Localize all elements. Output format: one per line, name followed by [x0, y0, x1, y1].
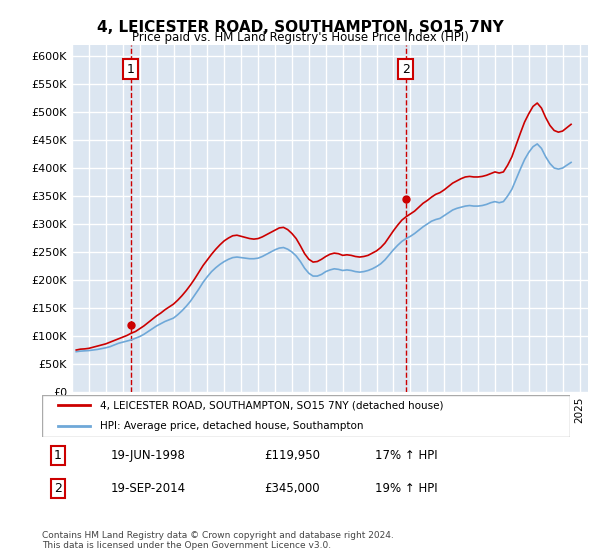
- Text: £345,000: £345,000: [264, 482, 319, 495]
- Text: 19-JUN-1998: 19-JUN-1998: [110, 449, 185, 463]
- FancyBboxPatch shape: [42, 395, 570, 437]
- Text: HPI: Average price, detached house, Southampton: HPI: Average price, detached house, Sout…: [100, 421, 364, 431]
- Text: 17% ↑ HPI: 17% ↑ HPI: [374, 449, 437, 463]
- Text: 2: 2: [54, 482, 62, 495]
- Text: 2: 2: [401, 63, 410, 76]
- Text: £119,950: £119,950: [264, 449, 320, 463]
- Text: 19-SEP-2014: 19-SEP-2014: [110, 482, 186, 495]
- Text: 4, LEICESTER ROAD, SOUTHAMPTON, SO15 7NY: 4, LEICESTER ROAD, SOUTHAMPTON, SO15 7NY: [97, 20, 503, 35]
- Text: 19% ↑ HPI: 19% ↑ HPI: [374, 482, 437, 495]
- Text: 1: 1: [127, 63, 134, 76]
- Text: 4, LEICESTER ROAD, SOUTHAMPTON, SO15 7NY (detached house): 4, LEICESTER ROAD, SOUTHAMPTON, SO15 7NY…: [100, 400, 443, 410]
- Text: Price paid vs. HM Land Registry's House Price Index (HPI): Price paid vs. HM Land Registry's House …: [131, 31, 469, 44]
- Text: Contains HM Land Registry data © Crown copyright and database right 2024.
This d: Contains HM Land Registry data © Crown c…: [42, 530, 394, 550]
- Text: 1: 1: [54, 449, 62, 463]
